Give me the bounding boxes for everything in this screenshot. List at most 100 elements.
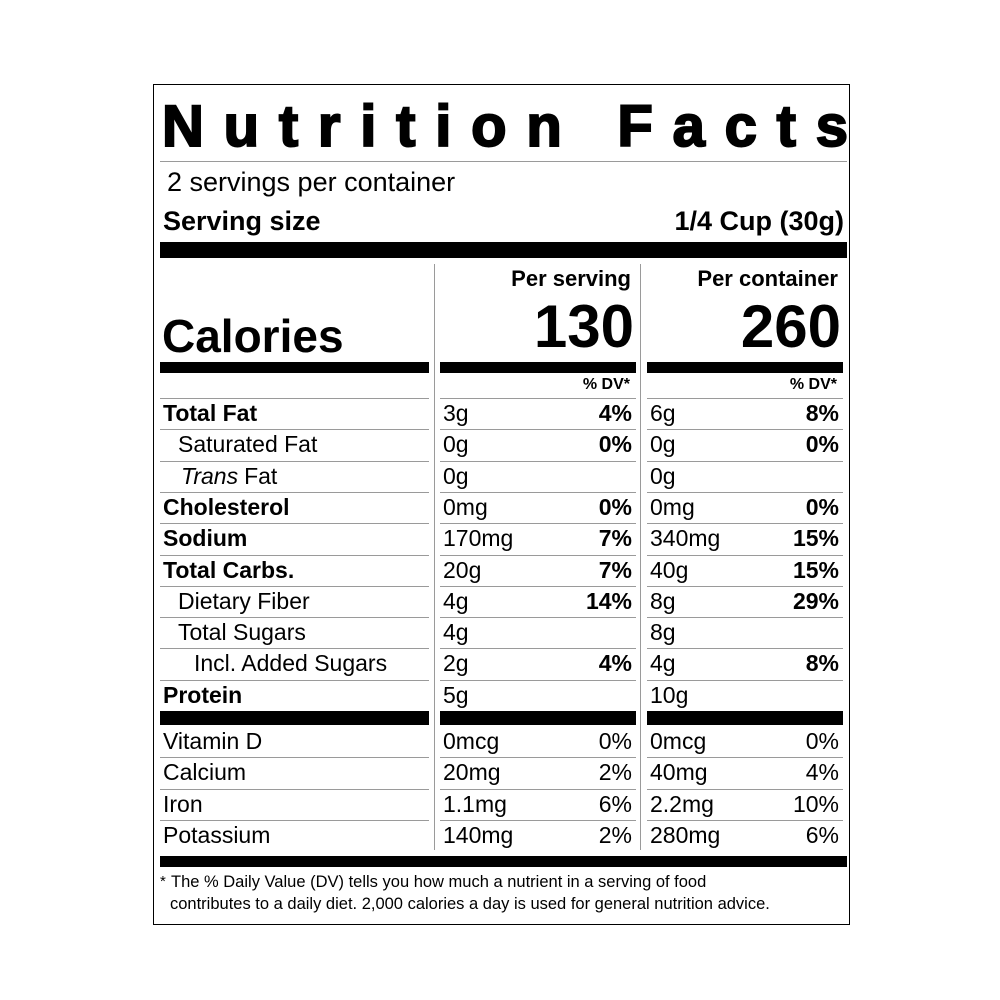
amount: 20mg — [443, 759, 501, 786]
row-rule — [647, 460, 843, 462]
nutrient-name: Total Carbs. — [163, 556, 295, 583]
row-rule — [440, 398, 636, 399]
row-rule — [440, 757, 636, 759]
row-rule — [647, 523, 843, 525]
daily-value: 8% — [805, 400, 839, 426]
row-rule — [160, 788, 429, 790]
daily-value: 6% — [598, 790, 632, 817]
row-rule — [160, 617, 429, 619]
amount: 10g — [650, 681, 689, 708]
row-rule — [647, 788, 843, 790]
amount: 40mg — [650, 759, 708, 786]
servings: 2 servings per container — [167, 167, 456, 197]
row-rule — [160, 679, 429, 681]
daily-value: 7% — [598, 556, 632, 583]
amount: 4g — [443, 587, 469, 614]
row-rule — [647, 429, 843, 431]
nutrient-name: Iron — [163, 790, 203, 817]
daily-value: 14% — [585, 587, 632, 614]
column-header: Per container — [697, 266, 838, 291]
daily-value: 0% — [598, 493, 632, 520]
serving-size: 1/4 Cup (30g) — [674, 206, 844, 236]
nutrient-name: Total Sugars — [178, 619, 306, 646]
amount: 3g — [443, 400, 469, 426]
nutrient-name: Incl. Added Sugars — [194, 650, 388, 677]
nutrient-name: Sodium — [163, 525, 248, 552]
daily-value: 0% — [805, 728, 839, 754]
amount: 0g — [650, 431, 676, 458]
row-rule — [440, 554, 636, 556]
row-rule — [160, 523, 429, 525]
row-rule — [440, 819, 636, 821]
amount: 0g — [650, 462, 676, 489]
column-divider — [640, 264, 641, 850]
nutrient-name: Total Fat — [163, 400, 258, 426]
amount: 5g — [443, 681, 469, 708]
amount: 4g — [443, 619, 469, 646]
calories-value: 260 — [740, 293, 841, 360]
thick-bar — [647, 711, 843, 725]
nutrient-name: Protein — [163, 681, 243, 708]
row-rule — [440, 460, 636, 462]
row-rule — [160, 648, 429, 650]
amount: 0mg — [443, 493, 488, 520]
row-rule — [440, 429, 636, 431]
row-rule — [440, 491, 636, 493]
thick-bar — [160, 711, 429, 725]
daily-value: 8% — [805, 650, 839, 677]
amount: 170mg — [443, 525, 514, 552]
daily-value: 4% — [598, 400, 632, 426]
nutrient-name-rest: Fat — [244, 463, 278, 490]
amount: 280mg — [650, 821, 721, 848]
thick-bar — [440, 362, 636, 373]
amount: 20g — [443, 556, 482, 583]
row-rule — [160, 429, 429, 431]
thick-bar — [647, 362, 843, 373]
row-rule — [647, 398, 843, 399]
label-border — [153, 84, 850, 925]
title-rule — [160, 161, 847, 162]
daily-value: 2% — [598, 821, 632, 848]
footnote-star: * — [160, 873, 166, 890]
row-rule — [160, 554, 429, 556]
row-rule — [160, 491, 429, 493]
row-rule — [440, 617, 636, 619]
thick-bar — [440, 711, 636, 725]
calories-label: Calories — [162, 310, 344, 362]
row-rule — [160, 585, 429, 587]
dv-header: % DV* — [789, 376, 837, 393]
daily-value: 0% — [805, 431, 839, 458]
nutrient-name: Trans Fat — [181, 464, 277, 488]
row-rule — [647, 491, 843, 493]
row-rule — [440, 679, 636, 681]
title: Nutrition Facts — [162, 94, 848, 159]
daily-value: 4% — [805, 759, 839, 786]
row-rule — [647, 554, 843, 556]
nutrient-name: Calcium — [163, 759, 247, 786]
amount: 6g — [650, 400, 676, 426]
row-rule — [160, 398, 429, 399]
thick-bar — [160, 856, 847, 867]
nutrient-name-italic: Trans — [181, 463, 239, 490]
amount: 40g — [650, 556, 689, 583]
daily-value: 15% — [792, 556, 839, 583]
daily-value: 0% — [805, 493, 839, 520]
nutrient-name: Cholesterol — [163, 493, 290, 520]
column-divider — [434, 264, 435, 850]
amount: 8g — [650, 587, 676, 614]
nutrient-name: Potassium — [163, 821, 271, 848]
calories-value: 130 — [533, 293, 634, 360]
row-rule — [440, 523, 636, 525]
amount: 2g — [443, 650, 469, 677]
row-rule — [160, 757, 429, 759]
dv-header: % DV* — [582, 376, 630, 393]
row-rule — [440, 648, 636, 650]
amount: 0g — [443, 462, 469, 489]
amount: 0mg — [650, 493, 695, 520]
amount: 340mg — [650, 525, 721, 552]
row-rule — [647, 585, 843, 587]
daily-value: 29% — [792, 587, 839, 614]
amount: 0g — [443, 431, 469, 458]
thick-bar — [160, 242, 847, 258]
